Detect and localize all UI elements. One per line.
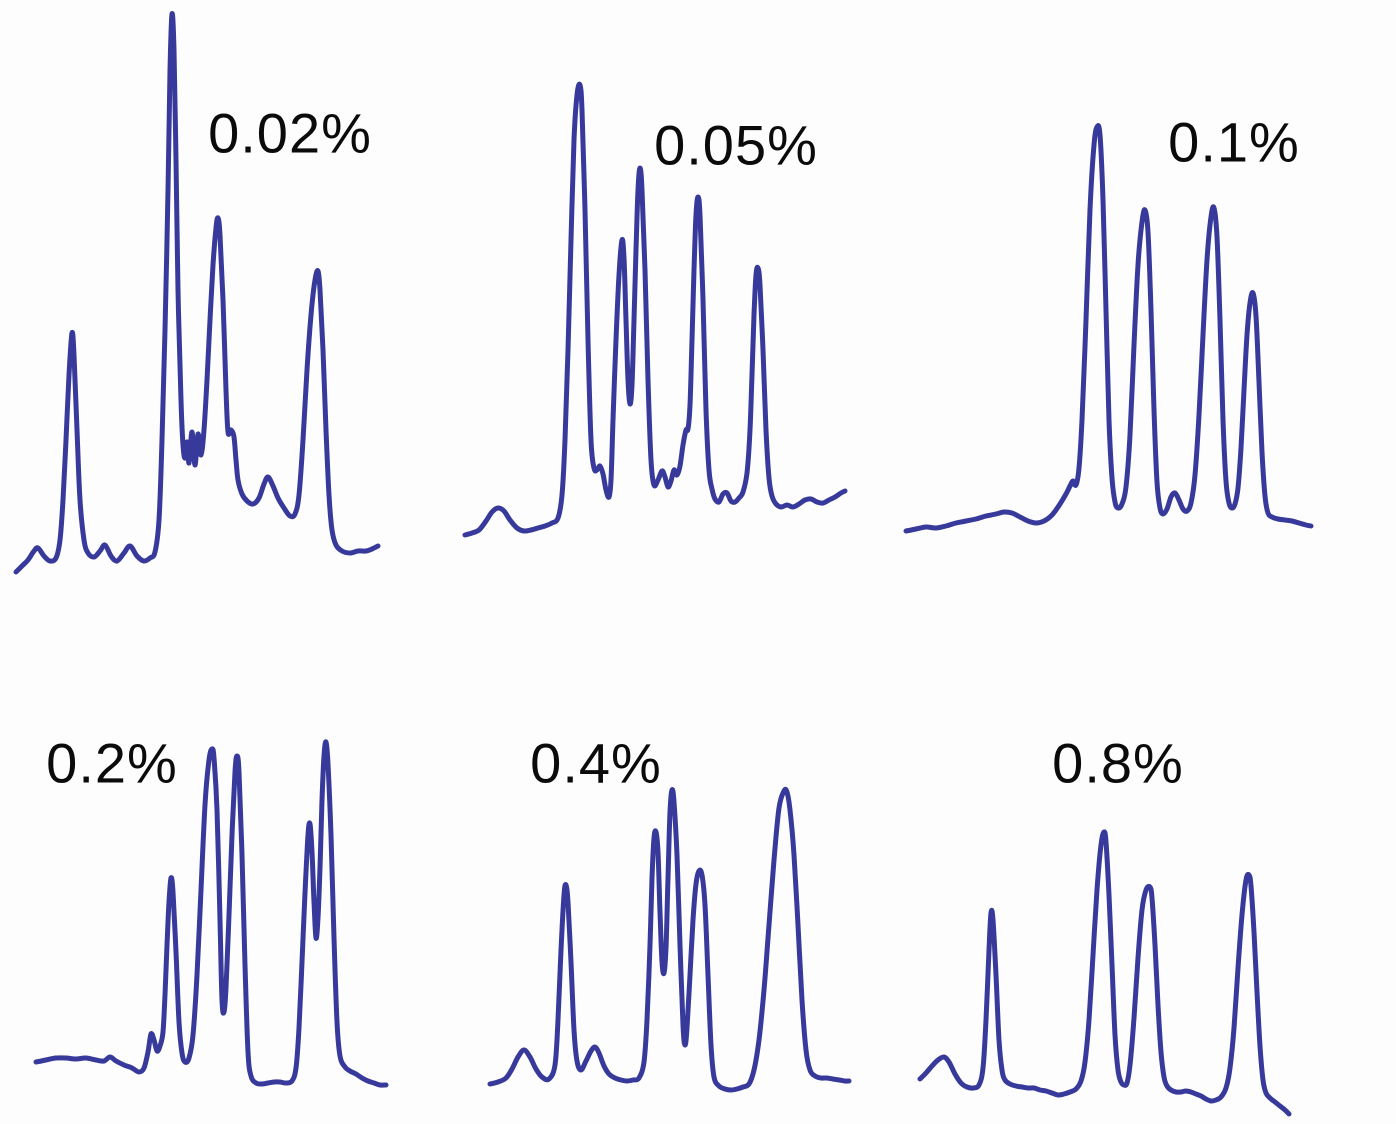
trace-0-05pct bbox=[462, 81, 848, 538]
concentration-label-0-02pct: 0.02% bbox=[208, 101, 372, 165]
trace-0-1pct bbox=[903, 123, 1314, 534]
concentration-label-0-05pct: 0.05% bbox=[654, 113, 818, 177]
trace-0-02pct bbox=[13, 11, 381, 575]
concentration-label-0-4pct: 0.4% bbox=[530, 731, 662, 795]
trace-0-8pct bbox=[917, 829, 1292, 1117]
concentration-label-0-2pct: 0.2% bbox=[46, 731, 178, 795]
trace-0-4pct bbox=[487, 786, 852, 1093]
trace-0-2pct bbox=[33, 739, 389, 1088]
concentration-label-0-8pct: 0.8% bbox=[1052, 731, 1184, 795]
concentration-label-0-1pct: 0.1% bbox=[1168, 110, 1300, 174]
